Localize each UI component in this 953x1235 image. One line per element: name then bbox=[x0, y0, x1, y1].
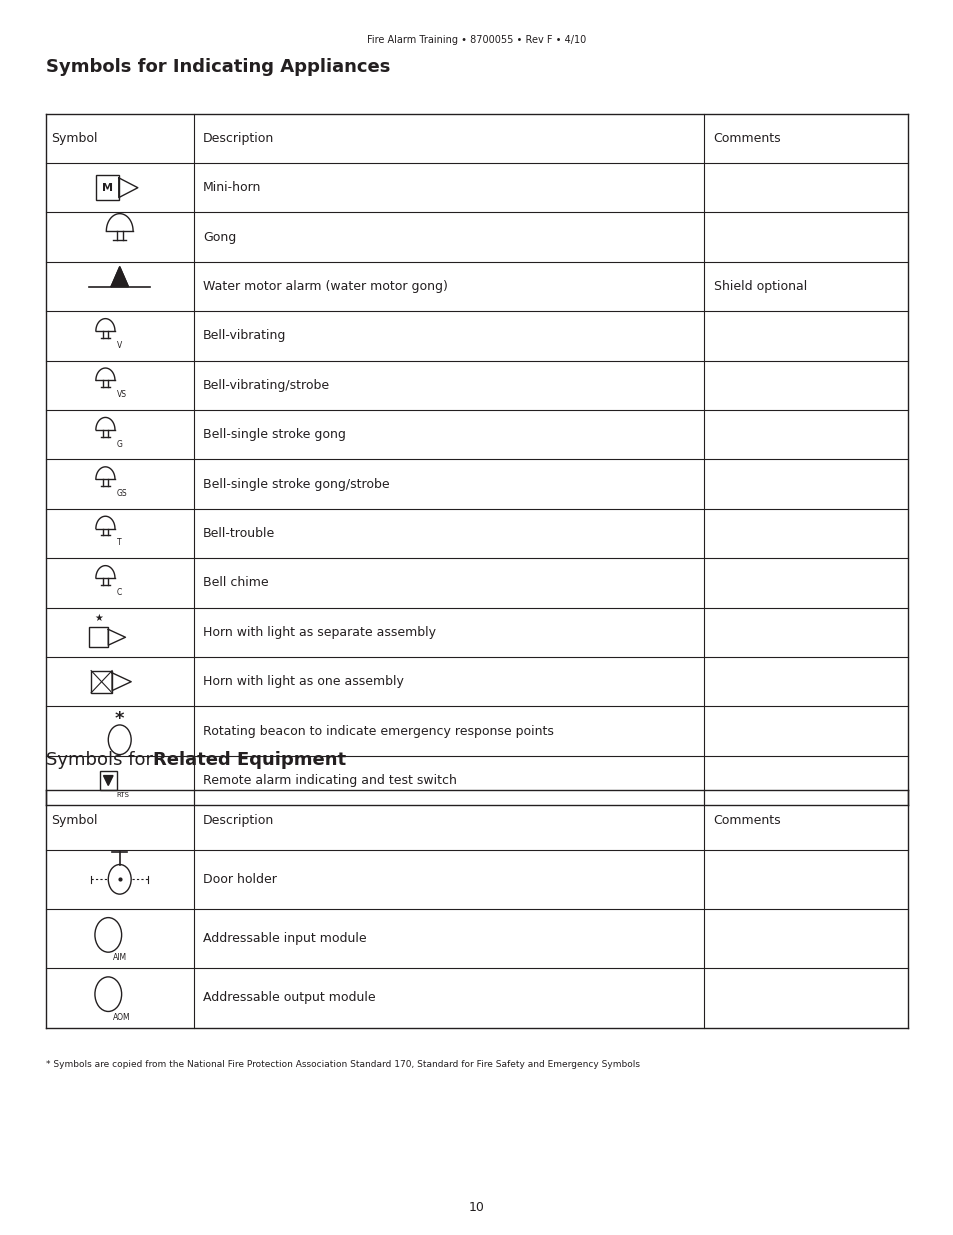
Text: V: V bbox=[116, 341, 122, 350]
Text: Symbol: Symbol bbox=[51, 132, 98, 144]
Text: * Symbols are copied from the National Fire Protection Association Standard 170,: * Symbols are copied from the National F… bbox=[46, 1060, 639, 1070]
Bar bbox=[91, 671, 112, 693]
Text: Gong: Gong bbox=[203, 231, 236, 243]
Text: RTS: RTS bbox=[116, 792, 130, 798]
Text: Description: Description bbox=[203, 814, 274, 826]
Text: M: M bbox=[102, 183, 112, 193]
Text: Horn with light as separate assembly: Horn with light as separate assembly bbox=[203, 626, 436, 638]
Text: T: T bbox=[116, 538, 121, 547]
Text: Bell-vibrating: Bell-vibrating bbox=[203, 330, 286, 342]
Text: Shield optional: Shield optional bbox=[713, 280, 806, 293]
Text: Bell chime: Bell chime bbox=[203, 577, 269, 589]
Text: AOM: AOM bbox=[112, 1013, 131, 1021]
Text: Description: Description bbox=[203, 132, 274, 144]
Bar bbox=[90, 627, 109, 647]
Text: Symbol: Symbol bbox=[51, 814, 98, 826]
Text: Horn with light as one assembly: Horn with light as one assembly bbox=[203, 676, 404, 688]
Text: G: G bbox=[116, 440, 123, 448]
Text: ★: ★ bbox=[94, 613, 103, 622]
Text: Rotating beacon to indicate emergency response points: Rotating beacon to indicate emergency re… bbox=[203, 725, 554, 737]
Text: Bell-vibrating/strobe: Bell-vibrating/strobe bbox=[203, 379, 330, 391]
Text: Related Equipment: Related Equipment bbox=[152, 751, 345, 768]
Text: Symbols for: Symbols for bbox=[46, 751, 158, 768]
Text: Door holder: Door holder bbox=[203, 873, 276, 885]
Text: Bell-single stroke gong: Bell-single stroke gong bbox=[203, 429, 346, 441]
Text: 10: 10 bbox=[469, 1202, 484, 1214]
Bar bbox=[95, 175, 118, 200]
Polygon shape bbox=[111, 267, 128, 287]
Text: VS: VS bbox=[116, 390, 127, 399]
Text: Addressable output module: Addressable output module bbox=[203, 992, 375, 1004]
Text: Comments: Comments bbox=[713, 132, 781, 144]
Text: Water motor alarm (water motor gong): Water motor alarm (water motor gong) bbox=[203, 280, 448, 293]
Text: Comments: Comments bbox=[713, 814, 781, 826]
Text: AIM: AIM bbox=[112, 953, 127, 962]
Text: Fire Alarm Training • 8700055 • Rev F • 4/10: Fire Alarm Training • 8700055 • Rev F • … bbox=[367, 35, 586, 44]
Text: Mini-horn: Mini-horn bbox=[203, 182, 261, 194]
Polygon shape bbox=[103, 776, 112, 785]
Text: Bell-single stroke gong/strobe: Bell-single stroke gong/strobe bbox=[203, 478, 390, 490]
Text: GS: GS bbox=[116, 489, 128, 498]
Text: Bell-trouble: Bell-trouble bbox=[203, 527, 275, 540]
Text: Remote alarm indicating and test switch: Remote alarm indicating and test switch bbox=[203, 774, 456, 787]
Bar bbox=[100, 771, 116, 790]
Text: Addressable input module: Addressable input module bbox=[203, 932, 367, 945]
Text: *: * bbox=[115, 710, 124, 727]
Text: C: C bbox=[116, 588, 122, 597]
Text: Symbols for Indicating Appliances: Symbols for Indicating Appliances bbox=[46, 58, 390, 75]
